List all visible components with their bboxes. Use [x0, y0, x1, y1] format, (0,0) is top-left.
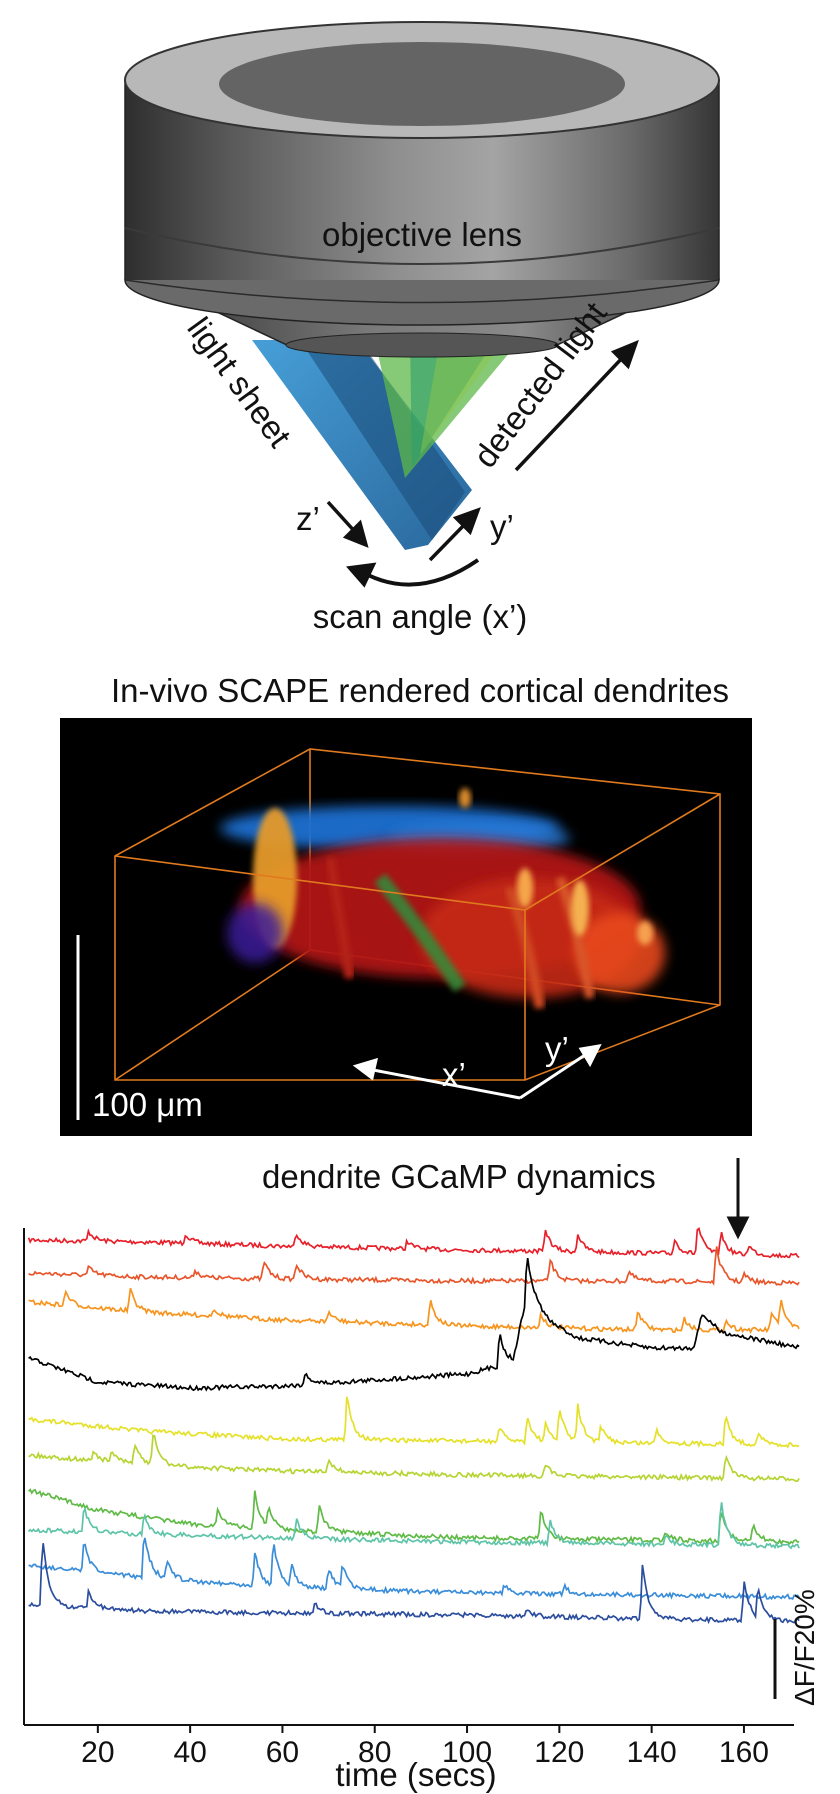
trace-line-1: [27, 1227, 800, 1259]
scan-angle-label: scan angle (x’): [313, 598, 528, 635]
trace-line-4: [28, 1257, 800, 1392]
x-tick-label: 120: [534, 1736, 584, 1769]
trace-line-8: [27, 1502, 800, 1550]
render-title: In-vivo SCAPE rendered cortical dendrite…: [110, 672, 730, 709]
detected-light-arrow: [514, 339, 639, 472]
trace-line-2: [28, 1246, 800, 1286]
objective-lens: [124, 21, 720, 358]
objective-lens-label: objective lens: [322, 216, 522, 253]
x-tick-label: 160: [719, 1736, 769, 1769]
x-tick-label: 140: [627, 1736, 677, 1769]
x-axis-label: time (secs): [335, 1756, 496, 1793]
x-prime-axis-label: x’: [442, 1056, 466, 1093]
detected-light-beam: [375, 340, 520, 478]
gcamp-traces-chart: 20 40 60 80 100 120 140 160 ΔF/F20% time (secs): [23, 1158, 820, 1793]
axis-arrows: [352, 1044, 602, 1100]
dendrite-volume: [220, 788, 665, 1009]
light-sheet-beam: [252, 340, 472, 550]
y-prime-axis-label: y’: [545, 1030, 569, 1067]
z-prime-arrow: [326, 500, 369, 548]
x-tick-label: 40: [173, 1736, 206, 1769]
trace-lines: [27, 1227, 800, 1625]
trace-line-5: [28, 1396, 800, 1449]
x-tick-label: 60: [266, 1736, 299, 1769]
scale-bar-label: ΔF/F20%: [789, 1589, 820, 1706]
trace-line-7: [27, 1488, 800, 1546]
x-tick-label: 100: [442, 1736, 492, 1769]
x-tick-label: 80: [358, 1736, 391, 1769]
y-prime-label: y’: [490, 508, 514, 545]
trace-line-6: [28, 1434, 800, 1483]
trace-line-3: [28, 1287, 800, 1334]
dynamics-label: dendrite GCaMP dynamics: [262, 1158, 656, 1195]
dynamics-arrow: [726, 1158, 750, 1240]
trace-line-10: [28, 1543, 800, 1625]
dendrite-render-image: 100 μm x’ y’: [60, 718, 752, 1136]
x-tick-label: 20: [81, 1736, 114, 1769]
scape-optical-diagram: objective lens light sheet detected ligh…: [124, 21, 720, 635]
trace-line-9: [28, 1537, 800, 1601]
y-prime-arrow: [428, 507, 481, 562]
x-ticks: 20 40 60 80 100 120 140 160: [81, 1725, 769, 1769]
scalebar-label: 100 μm: [92, 1086, 203, 1123]
dendrite-render-svg: [76, 748, 721, 1120]
scan-angle-arrow: [346, 558, 480, 588]
z-prime-label: z’: [296, 500, 320, 537]
